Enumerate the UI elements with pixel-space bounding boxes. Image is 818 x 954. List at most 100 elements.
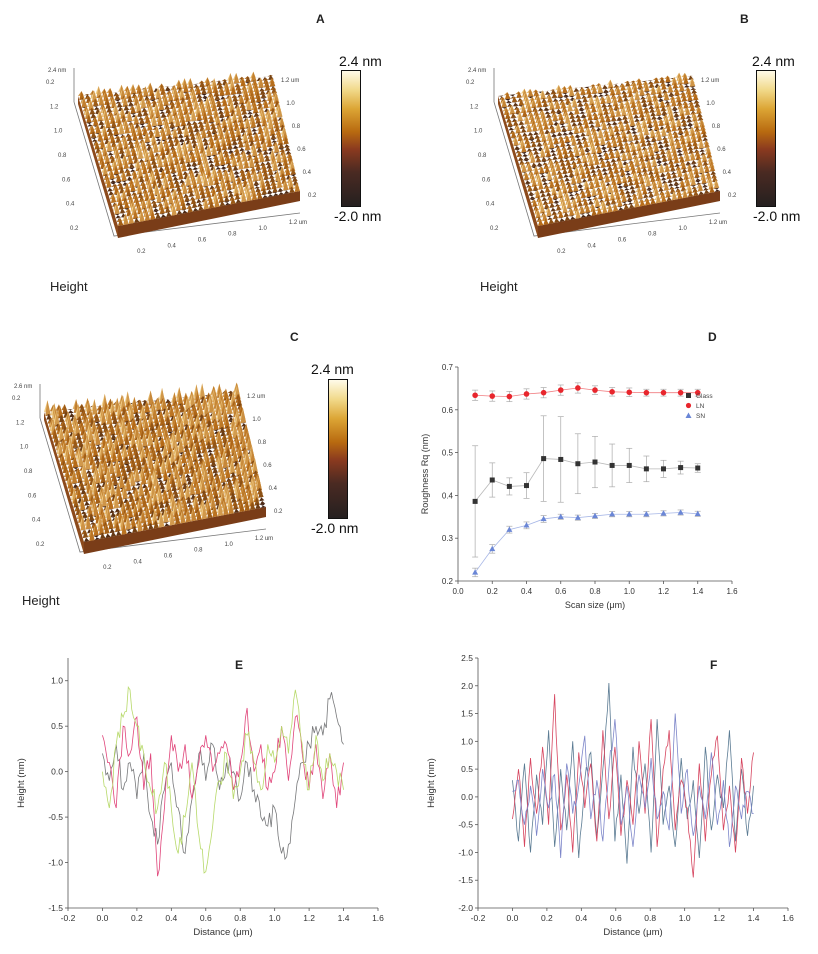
afm-facet <box>585 126 592 136</box>
afm-facet <box>118 122 125 135</box>
afm-facet <box>634 91 641 101</box>
afm-facet <box>696 106 702 114</box>
afm-facet <box>644 155 651 161</box>
afm-facet <box>567 121 573 131</box>
afm-facet <box>651 157 658 168</box>
afm-facet <box>618 149 625 151</box>
afm-facet <box>196 172 203 185</box>
afm-facet <box>203 175 209 187</box>
afm-facet <box>525 141 532 148</box>
afm-facet <box>116 174 122 183</box>
afm-facet <box>542 203 549 205</box>
afm-facet <box>658 190 664 192</box>
afm-facet <box>641 101 647 103</box>
afm-facet <box>671 105 678 110</box>
afm-facet <box>227 148 233 150</box>
afm-facet <box>653 151 660 154</box>
afm-facet <box>564 215 571 221</box>
afm-facet <box>567 186 574 193</box>
afm-facet <box>647 105 654 106</box>
afm-facet <box>126 121 133 123</box>
afm-facet <box>590 168 597 174</box>
afm-facet <box>169 127 176 130</box>
afm-facet <box>138 132 144 140</box>
afm-facet <box>526 150 533 152</box>
afm-facet <box>583 146 590 148</box>
afm-facet <box>665 125 672 133</box>
afm-facet <box>179 88 186 101</box>
afm-facet <box>681 95 688 102</box>
afm-facet <box>115 215 122 219</box>
afm-facet <box>176 79 183 90</box>
afm-facet <box>601 170 608 172</box>
afm-facet <box>591 187 598 197</box>
afm-facet <box>240 77 247 87</box>
afm-facet <box>185 202 191 206</box>
afm-facet <box>112 91 119 93</box>
afm-facet <box>617 94 624 103</box>
afm-facet <box>568 171 575 177</box>
afm-facet <box>247 111 253 115</box>
afm-y-tick-label: 0.6 <box>62 177 71 183</box>
afm-facet <box>576 116 582 122</box>
afm-facet <box>231 139 238 146</box>
afm-facet <box>168 91 174 102</box>
afm-facet <box>263 172 269 180</box>
afm-facet <box>583 121 590 129</box>
afm-facet <box>228 195 234 198</box>
afm-facet <box>215 80 222 82</box>
afm-facet <box>617 205 623 208</box>
afm-facet <box>698 191 704 196</box>
afm-facet <box>141 181 147 190</box>
afm-facet <box>233 99 239 106</box>
afm-facet <box>661 135 667 137</box>
afm-facet <box>159 213 166 215</box>
afm-facet <box>594 157 600 166</box>
afm-facet <box>542 106 549 108</box>
afm-facet <box>46 414 53 420</box>
afm-facet <box>258 87 264 89</box>
afm-facet <box>677 75 684 85</box>
afm-facet <box>251 128 258 132</box>
afm-facet <box>631 132 638 134</box>
afm-facet <box>228 149 234 153</box>
afm-facet <box>69 413 75 418</box>
afm-facet <box>539 189 545 194</box>
afm-facet <box>581 96 588 99</box>
afm-facet <box>236 87 243 95</box>
afm-facet <box>185 162 191 164</box>
afm-facet <box>598 191 604 199</box>
afm-facet <box>171 176 178 177</box>
afm-facet <box>685 114 692 119</box>
afm-facet <box>632 107 639 115</box>
afm-facet <box>546 179 553 182</box>
afm-facet <box>211 144 218 156</box>
afm-facet <box>268 74 274 80</box>
afm-facet <box>198 205 204 211</box>
afm-facet <box>580 116 587 119</box>
afm-facet <box>185 204 191 206</box>
afm-facet <box>604 181 611 183</box>
afm-facet <box>650 115 656 117</box>
afm-facet <box>662 91 668 94</box>
afm-facet <box>518 159 524 161</box>
afm-facet <box>127 162 134 165</box>
afm-facet <box>252 111 259 114</box>
afm-facet <box>165 86 171 91</box>
afm-facet <box>686 118 693 123</box>
afm-facet <box>616 183 623 186</box>
afm-facet <box>698 139 705 149</box>
afm-facet <box>668 95 675 98</box>
afm-facet <box>255 116 261 124</box>
afm-facet <box>597 92 604 95</box>
afm-facet <box>679 106 685 117</box>
afm-x-tick-label: 0.8 <box>228 232 237 238</box>
afm-facet <box>597 154 604 157</box>
afm-facet <box>702 186 708 188</box>
afm-facet <box>676 118 682 128</box>
afm-facet <box>190 109 197 122</box>
afm-facet <box>527 190 533 192</box>
afm-facet <box>576 194 582 203</box>
afm-facet <box>270 133 277 140</box>
afm-facet <box>686 145 693 148</box>
